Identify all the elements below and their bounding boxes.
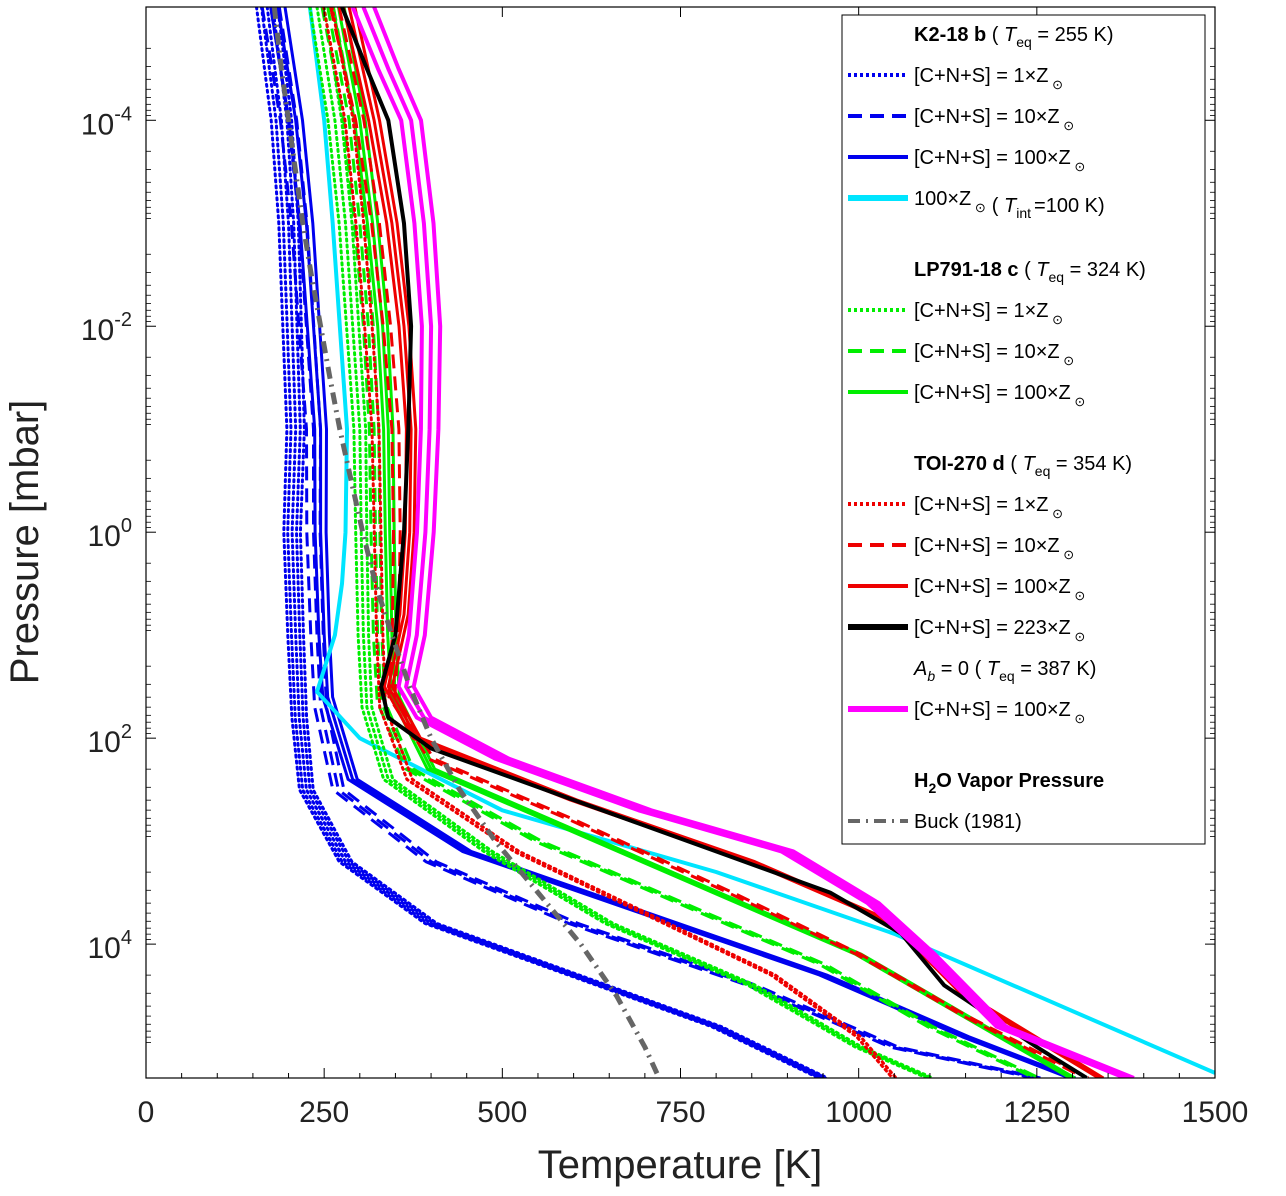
legend-entry-label: [C+N+S] = 100×Z ⊙	[914, 382, 1085, 409]
x-tick-label: 1250	[1003, 1096, 1070, 1129]
series-line-0-3	[271, 7, 827, 1078]
legend-entry-label: [C+N+S] = 223×Z ⊙	[914, 617, 1085, 644]
series-line-0-0	[255, 7, 820, 1078]
legend-entry-label: [C+N+S] = 10×Z ⊙	[914, 341, 1074, 368]
series-line-11-2	[372, 7, 1135, 1078]
x-tick-label: 1000	[825, 1096, 892, 1129]
legend-entry-label: [C+N+S] = 10×Z ⊙	[914, 535, 1074, 562]
series-layer	[255, 7, 1215, 1078]
x-axis-title: Temperature [K]	[538, 1143, 823, 1187]
legend-entry-label: 100×Z ⊙( Tint =100 K)	[914, 188, 1105, 221]
legend-entry-label: Buck (1981)	[914, 811, 1022, 833]
series-line-0-4	[276, 7, 829, 1078]
series-line-4-1	[315, 7, 932, 1078]
series-line-4-0	[308, 7, 929, 1078]
y-tick-label: 10-4	[81, 103, 132, 141]
legend: K2-18 b ( Teq = 255 K) [C+N+S] = 1×Z ⊙ [C+…	[841, 14, 1206, 845]
legend-entry-label: [C+N+S] = 100×Z ⊙	[914, 576, 1085, 603]
series-line-4-2	[322, 7, 935, 1078]
legend-entry-label: [C+N+S] = 10×Z ⊙	[914, 106, 1074, 133]
axis-layer: 0 250 500 750 1000 1250 1500 10-4 10-2 100 102 104	[81, 7, 1249, 1129]
series-line-8-0	[329, 7, 1086, 1078]
legend-entry-label: [C+N+S] = 1×Z ⊙	[914, 65, 1063, 92]
legend-subheader: Ab = 0 ( Teq = 387 K)	[913, 658, 1096, 684]
x-tick-label: 500	[477, 1096, 527, 1129]
x-tick-label: 750	[655, 1096, 705, 1129]
series-line-7-0	[322, 7, 894, 1078]
legend-entry-label: [C+N+S] = 100×Z ⊙	[914, 147, 1085, 174]
x-tick-label: 1500	[1182, 1096, 1249, 1129]
legend-entry-label: [C+N+S] = 1×Z ⊙	[914, 494, 1063, 521]
legend-group-title: TOI-270 d ( Teq = 354 K)	[914, 453, 1132, 479]
series-line-5-0	[320, 7, 1036, 1078]
y-tick-label: 100	[88, 515, 133, 553]
x-tick-label: 0	[138, 1096, 155, 1129]
legend-group-title: K2-18 b ( Teq = 255 K)	[914, 24, 1114, 50]
y-axis-title: Pressure [mbar]	[3, 400, 47, 685]
series-line-0-1	[260, 7, 823, 1078]
y-tick-label: 10-2	[81, 309, 132, 347]
y-tick-label: 104	[88, 927, 133, 965]
legend-entry-label: [C+N+S] = 100×Z ⊙	[914, 699, 1085, 726]
legend-group-title: LP791-18 c ( Teq = 324 K)	[914, 259, 1146, 285]
series-line-11-1	[361, 7, 1131, 1078]
legend-entry-label: [C+N+S] = 1×Z ⊙	[914, 300, 1063, 327]
legend-box	[841, 14, 1206, 845]
series-line-2-2	[283, 7, 1077, 1078]
legend-group-title: H2O Vapor Pressure	[914, 770, 1104, 796]
series-line-5-1	[326, 7, 1038, 1078]
series-line-3-0	[307, 7, 1215, 1075]
series-line-11-0	[350, 7, 1126, 1078]
series-line-12-0	[271, 7, 662, 1078]
y-tick-label: 102	[88, 721, 133, 759]
x-tick-label: 250	[299, 1096, 349, 1129]
series-line-9-2	[353, 7, 1105, 1078]
